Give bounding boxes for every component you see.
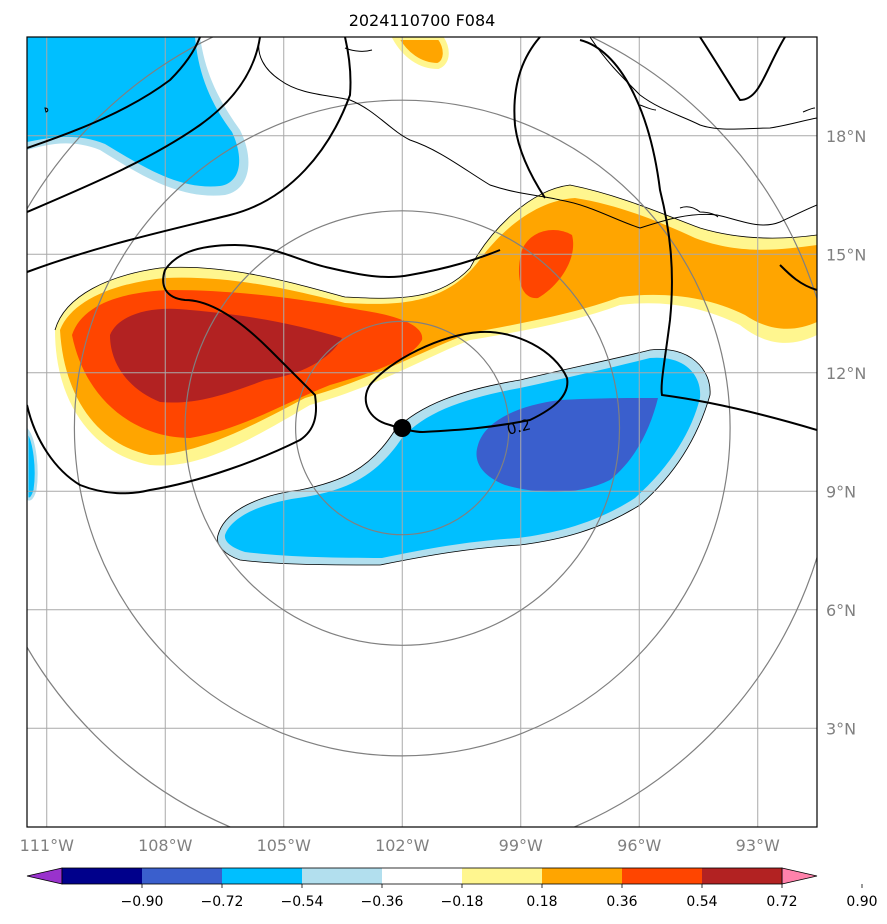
colorbar-segment [302,868,382,884]
coastlines [44,37,817,229]
contour-line-ne [699,37,786,102]
storm-center-marker [393,419,412,438]
x-tick-label: 111°W [20,836,75,855]
colorbar-segment [62,868,142,884]
contour-line-west-loop [27,243,501,495]
coastline-gulf [589,37,817,130]
negative-outline [217,348,711,566]
colorbar: −0.90 −0.72 −0.54 −0.36 −0.18 0.18 0.36 0.54 0.7… [26,867,878,910]
contour-line-north-2 [27,37,261,213]
colorbar-segment [142,868,222,884]
x-tick-label: 93°W [736,836,780,855]
x-tick-label: 105°W [257,836,312,855]
colorbar-segment [382,868,462,884]
colorbar-tick-label: 0.90 [846,894,877,910]
colorbar-tick-label: −0.54 [281,894,324,910]
colorbar-extend-high [781,867,818,885]
y-tick-label: 9°N [826,482,856,501]
colorbar-tick-label: −0.18 [441,894,484,910]
colorbar-segment [462,868,542,884]
x-tick-label: 96°W [617,836,661,855]
colorbar-tick-label: 0.18 [526,894,557,910]
coastline-small-3 [679,206,719,218]
negative-region-northwest [27,37,249,196]
coastline-small-2 [639,104,657,111]
y-tick-label: 15°N [826,245,866,264]
chart-title: 2024110700 F084 [349,11,496,30]
range-ring-2 [73,99,731,757]
contour-line-east [513,37,546,199]
y-tick-label: 3°N [826,719,856,738]
y-tick-label: 18°N [826,127,866,146]
contour-loop-center [364,330,569,433]
x-axis-ticks: 111°W 108°W 105°W 102°W 99°W 96°W 93°W [20,836,780,855]
negative-anomaly-region [217,348,711,566]
coastline-mexico [258,37,817,229]
colorbar-frame [61,867,783,885]
x-tick-label: 102°W [375,836,430,855]
colorbar-tick-label: 0.72 [766,894,797,910]
colorbar-tick-label: 0.54 [686,894,717,910]
contour-lines [27,37,817,495]
map-panel: 0.2 [26,36,818,828]
contour-line-north-3 [27,37,352,273]
colorbar-segment [222,868,302,884]
range-ring-0 [295,320,510,536]
range-rings [27,37,817,827]
colorbar-tick-label: −0.90 [121,894,164,910]
map-content: 0.2 [27,37,817,827]
colorbar-tick-label: −0.36 [361,894,404,910]
band-neg-nw-inner [27,37,240,187]
band-0-54-0-72-east [518,230,574,299]
coastline-small-4 [802,107,816,113]
contour-line-north-1 [27,37,201,149]
range-ring-1 [184,210,621,646]
contour-label: 0.2 [505,416,533,439]
positive-anomaly-region [54,184,817,466]
contour-line-right-lower [779,264,817,291]
colorbar-segment [702,868,782,884]
map-frame [26,36,818,828]
colorbar-tick-label: −0.72 [201,894,244,910]
y-tick-label: 6°N [826,601,856,620]
positive-blob-north [391,37,449,70]
positive-outline [54,184,817,331]
x-tick-label: 99°W [499,836,543,855]
colorbar-segment [542,868,622,884]
y-axis-ticks: 3°N 6°N 9°N 12°N 15°N 18°N [826,127,866,739]
negative-sliver-west [27,427,38,501]
colorbar-tick-label: 0.36 [606,894,637,910]
colorbar-segment [622,868,702,884]
coastline-small-5 [44,107,49,113]
x-tick-label: 108°W [138,836,193,855]
colorbar-extend-low [26,867,63,885]
y-tick-label: 12°N [826,364,866,383]
contour-line-right-top [579,39,817,431]
